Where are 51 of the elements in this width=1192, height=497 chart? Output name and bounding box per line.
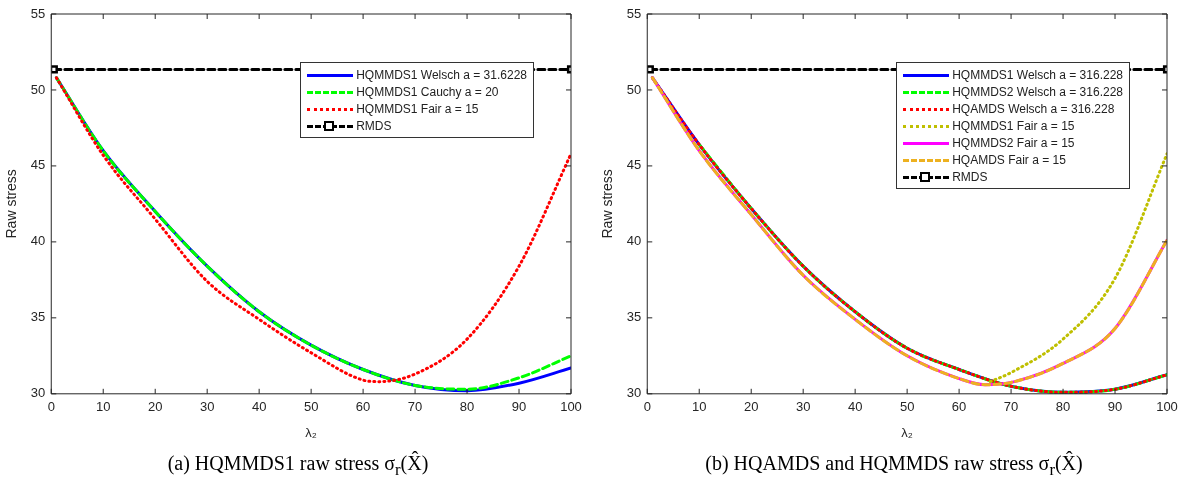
text: (a) HQMMDS1 raw stress σ$_{r}$(X̂): [166, 452, 430, 480]
x-tick-label: 70: [407, 399, 423, 415]
legend-label: HQMMDS2 Welsch a = 316.228: [952, 84, 1123, 99]
y-tick-label: 55: [30, 5, 46, 21]
x-tick-label: 10: [96, 399, 111, 415]
x-axis-title: λ₂: [305, 424, 317, 440]
y-tick-label: 50: [30, 81, 46, 97]
y-tick-label: 45: [626, 157, 642, 173]
x-axis-title: λ₂: [901, 424, 913, 440]
legend-label: HQMMDS2 Fair a = 15: [952, 135, 1075, 150]
legend-label: HQMMDS1 Fair a = 15: [952, 118, 1075, 133]
y-tick-label: 30: [626, 385, 642, 401]
x-tick-label: 100: [1156, 399, 1178, 415]
legend-label: HQMMDS1 Cauchy a = 20: [356, 84, 499, 99]
x-tick-label: 80: [1055, 399, 1071, 415]
y-tick-label: 35: [626, 309, 642, 325]
x-tick-label: 20: [147, 399, 163, 415]
x-tick-label: 60: [355, 399, 371, 415]
y-tick-label: 35: [30, 309, 46, 325]
y-axis-title: Raw stress: [3, 169, 20, 239]
legend-label: HQAMDS Fair a = 15: [952, 152, 1066, 167]
y-tick-label: 30: [30, 385, 46, 401]
legend-label: HQMMDS1 Fair a = 15: [356, 101, 479, 116]
y-tick-label: 40: [30, 233, 46, 249]
y-tick-label: 55: [626, 5, 642, 21]
y-tick-label: 45: [30, 157, 46, 173]
legend-label: HQMMDS1 Welsch a = 31.6228: [356, 67, 527, 82]
y-tick-label: 50: [626, 81, 642, 97]
y-axis-title: Raw stress: [599, 169, 616, 239]
x-tick-label: 0: [47, 399, 55, 415]
legend-label: HQAMDS Welsch a = 316.228: [952, 101, 1115, 116]
x-tick-label: 60: [951, 399, 967, 415]
legend-label: HQMMDS1 Welsch a = 316.228: [952, 67, 1123, 82]
x-tick-label: 100: [560, 399, 582, 415]
x-tick-label: 90: [511, 399, 527, 415]
x-tick-label: 50: [303, 399, 319, 415]
x-tick-label: 40: [251, 399, 267, 415]
x-tick-label: 30: [199, 399, 215, 415]
x-tick-label: 80: [459, 399, 475, 415]
text: (b) HQAMDS and HQMMDS raw stress σ$_{r}$(X̂): [704, 452, 1084, 480]
x-tick-label: 30: [795, 399, 811, 415]
x-tick-label: 40: [847, 399, 863, 415]
x-tick-label: 50: [899, 399, 915, 415]
x-tick-label: 20: [743, 399, 759, 415]
legend-label: RMDS: [952, 169, 988, 184]
legend-label: RMDS: [356, 118, 392, 133]
x-tick-label: 70: [1003, 399, 1019, 415]
x-tick-label: 0: [643, 399, 651, 415]
y-tick-label: 40: [626, 233, 642, 249]
x-tick-label: 10: [692, 399, 707, 415]
x-tick-label: 90: [1107, 399, 1123, 415]
